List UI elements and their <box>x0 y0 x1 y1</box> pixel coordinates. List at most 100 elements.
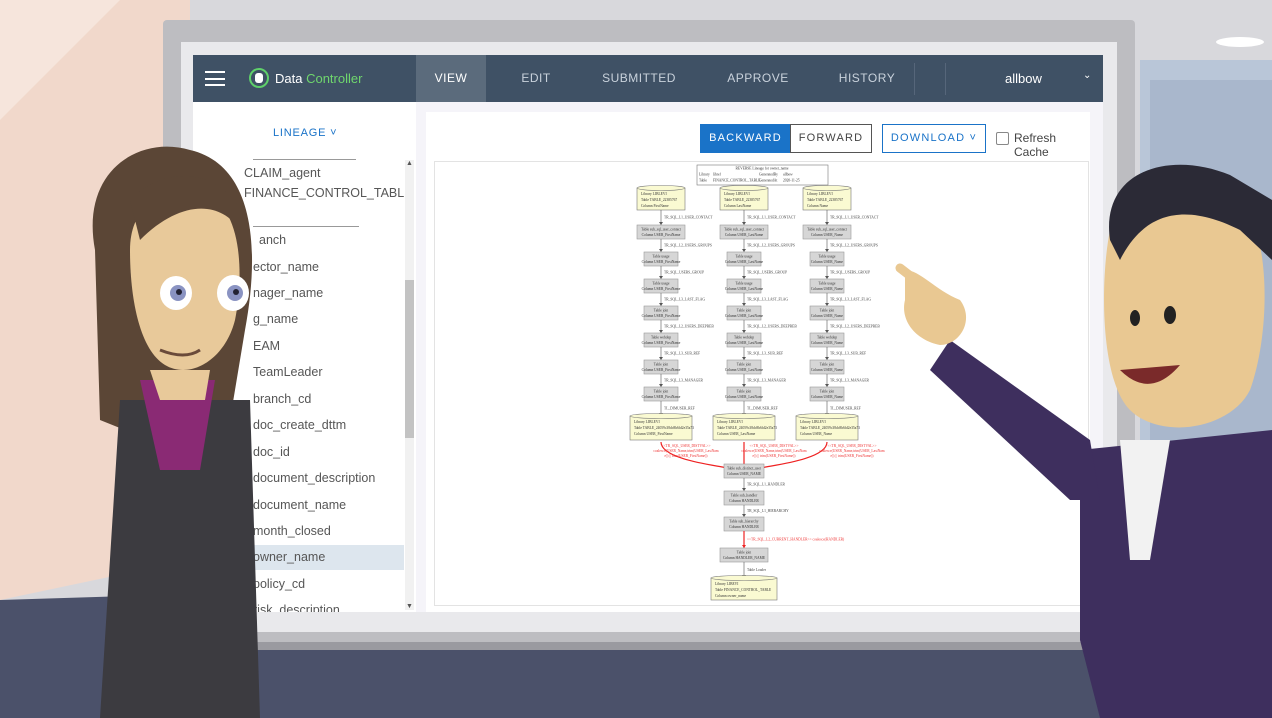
node-label: Table webdep <box>817 336 837 340</box>
node-label: Column HANDLER <box>729 499 759 503</box>
tree-item[interactable]: g_name <box>253 312 299 326</box>
arrowhead <box>742 514 746 517</box>
tree-item[interactable]: doc_create_dttm <box>253 418 347 432</box>
tree-item[interactable]: risk_description <box>253 603 340 612</box>
tab-view[interactable]: VIEW <box>416 55 486 102</box>
tree-item[interactable]: CLAIM_agent <box>244 166 321 180</box>
tree-item[interactable]: policy_cd <box>253 577 306 591</box>
diagram-meta-cell: GeneratedBy <box>759 173 778 177</box>
scroll-up-icon[interactable]: ▲ <box>406 160 413 167</box>
backward-button[interactable]: BACKWARD <box>700 124 791 153</box>
node-label: Column USER_FirstName <box>642 233 681 237</box>
node-label: Table join <box>820 309 835 313</box>
node-label: Column USER_FirstName <box>642 314 681 318</box>
arrowhead <box>742 357 746 360</box>
scrollbar-thumb[interactable] <box>405 280 414 438</box>
node-label: Column FirstName <box>641 204 669 208</box>
forward-button[interactable]: FORWARD <box>790 124 872 153</box>
lineage-dropdown[interactable]: LINEAGE ˅ <box>273 127 338 139</box>
intermediate-table-node <box>629 415 693 441</box>
tree-item[interactable]: month_closed <box>253 524 331 538</box>
node-label: Table usage <box>735 282 752 286</box>
arrowhead <box>742 384 746 387</box>
node-label: Table join <box>820 390 835 394</box>
diagram-meta-cell: libref <box>713 173 722 177</box>
node-label: Library LIBLEVI <box>717 420 743 424</box>
refresh-cache-label[interactable]: Refresh Cache <box>1014 131 1057 159</box>
tree-item[interactable]: ector_name <box>253 260 320 274</box>
download-button[interactable]: DOWNLOAD ˅ <box>882 124 986 153</box>
lineage-diagram[interactable]: REVERSE Lineage for owner_name Library lib… <box>434 161 1089 606</box>
node-label: Table TABLE_24059c38dc8b6fd2e35a73 <box>800 426 860 430</box>
node-label: Column USER_LastName <box>725 260 764 264</box>
arrowhead <box>659 303 663 306</box>
edge-label: TR_SQL_L1_USER_CONTACT <box>747 216 796 220</box>
hamburger-menu-icon[interactable] <box>205 71 225 86</box>
vertical-scrollbar[interactable]: ▲ ▼ <box>405 160 414 610</box>
tree-item[interactable]: anch <box>259 233 287 247</box>
tree-item[interactable]: FINANCE_CONTROL_TABLE <box>244 186 413 200</box>
arrowhead <box>825 357 829 360</box>
user-menu[interactable]: allbow <box>1005 71 1042 86</box>
node-label: Table join <box>820 363 835 367</box>
node-label: Table sub_hierarchy <box>729 520 758 524</box>
edge-label: TL_DIMUSER_REF <box>664 407 695 411</box>
tree-item[interactable]: doc_id <box>253 445 290 459</box>
node-label: Library LIBLEVI <box>724 192 750 196</box>
diagram-meta-cell: Library <box>699 173 710 177</box>
red-edge-label: coalesce(USER_Name,trim(USER_LastNam <box>653 449 718 454</box>
edge-label: TR_SQL_L3_LAST_FLAG <box>747 298 788 302</box>
arrowhead <box>742 545 746 548</box>
edge-label: TR_SQL_L1_USER_CONTACT <box>664 216 713 220</box>
node-label: Column USER_FirstName <box>642 341 681 345</box>
node-label: Table usage <box>652 255 669 259</box>
tree-item[interactable]: document_description <box>253 471 376 485</box>
diagram-title-table <box>696 164 829 186</box>
edge-label: TR_SQL_L2_USERS_GROUPS <box>830 244 878 248</box>
node-label: Column USER_Name <box>811 314 843 318</box>
edge-label: Table Loader <box>747 568 767 572</box>
edge-label: <<TR_SQL_L2_CURRENT_HANDLER>> coalesce(H… <box>747 538 845 542</box>
arrowhead <box>659 357 663 360</box>
brand-text: Data <box>275 71 307 86</box>
tab-approve[interactable]: APPROVE <box>727 71 789 85</box>
edge-label: TR_SQL_USERS_GROUP <box>747 271 787 275</box>
node-label: Column USER_LastName <box>725 233 764 237</box>
tree-item[interactable]: TeamLeader <box>253 365 323 379</box>
arrowhead <box>742 249 746 252</box>
node-label: Column USER_Name <box>811 260 843 264</box>
tab-edit[interactable]: EDIT <box>521 71 551 85</box>
node-label: Table TABLE_24059c38dc8b6fd2e35a73 <box>634 426 694 430</box>
tree-item[interactable]: EAM <box>253 339 281 353</box>
node-label: Table join <box>737 309 752 313</box>
tab-history[interactable]: HISTORY <box>838 71 896 85</box>
data-controller-logo-icon <box>249 68 269 88</box>
node-label: Table usage <box>735 255 752 259</box>
tab-submitted[interactable]: SUBMITTED <box>602 71 676 85</box>
refresh-cache-checkbox[interactable] <box>996 132 1009 145</box>
node-label: Table webdep <box>734 336 754 340</box>
scroll-down-icon[interactable]: ▼ <box>406 603 413 610</box>
chevron-down-icon[interactable]: ⌄ <box>1083 70 1092 81</box>
node-label: Table TABLE_24059c38dc8b6fd2e35a73 <box>717 426 777 430</box>
node-label: Column USER_Name <box>811 395 843 399</box>
node-label: Column USER_LastName <box>725 314 764 318</box>
tree-item[interactable]: owner_name <box>233 545 404 570</box>
node-label: Column USER_LastName <box>725 287 764 291</box>
node-label: Column HANDLER <box>729 525 759 529</box>
node-label: Column USER_Name <box>811 287 843 291</box>
top-nav-bar: Data Controller VIEW EDIT SUBMITTED APPR… <box>193 55 1103 102</box>
edge-label: TR_SQL_L3_MANAGER <box>747 379 787 383</box>
edge-label: TR_SQL_L3_MANAGER <box>830 379 870 383</box>
node-label: Column USER_LastName <box>717 432 756 436</box>
node-label: Library LIBLEVI <box>807 192 833 196</box>
tree-item[interactable]: nager_name <box>253 286 324 300</box>
tree-item[interactable]: branch_cd <box>253 392 312 406</box>
edge-label: TR_SQL_L3_LAST_FLAG <box>664 298 705 302</box>
brand-name[interactable]: Data Controller <box>275 71 362 86</box>
edge-label: TR_SQL_L3_MANAGER <box>664 379 704 383</box>
target-table-node-top <box>710 575 778 581</box>
edge-label: TR_SQL_L3_SUB_REF <box>747 352 783 356</box>
node-label: Table TABLE_22385767 <box>807 198 843 202</box>
tree-item[interactable]: document_name <box>253 498 347 512</box>
